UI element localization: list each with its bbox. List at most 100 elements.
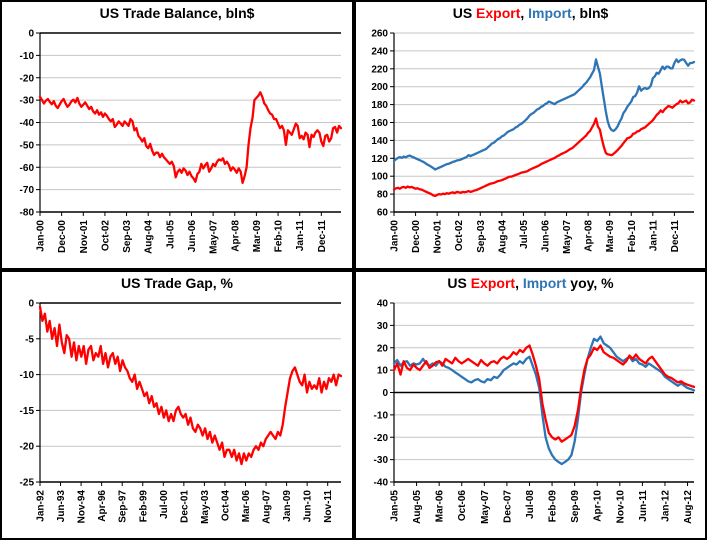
svg-text:120: 120: [371, 154, 388, 165]
svg-text:Nov-94: Nov-94: [77, 490, 88, 524]
svg-text:Nov-10: Nov-10: [615, 490, 626, 524]
title-segment: yoy, %: [566, 275, 614, 291]
svg-text:-30: -30: [374, 455, 389, 466]
svg-text:-30: -30: [20, 96, 35, 107]
chart-title-trade-balance: US Trade Balance, bln$: [2, 2, 352, 27]
svg-text:180: 180: [371, 100, 388, 111]
title-segment: US: [447, 275, 471, 291]
svg-text:Sep-09: Sep-09: [570, 490, 581, 523]
svg-text:Jun-93: Jun-93: [56, 490, 67, 523]
panel-export-import: US Export, Import, bln$ 60 80 100 120 140 160…: [354, 0, 707, 270]
svg-text:Dec-01: Dec-01: [179, 490, 190, 523]
title-segment: ,: [520, 5, 529, 21]
svg-text:240: 240: [371, 46, 388, 57]
title-segment: US Trade Gap, %: [120, 275, 234, 291]
svg-text:Mar-09: Mar-09: [605, 220, 616, 253]
svg-text:-50: -50: [20, 140, 35, 151]
svg-text:-70: -70: [20, 185, 35, 196]
svg-text:Jun-06: Jun-06: [187, 220, 198, 253]
trade-gap-plot: -25 -20 -15 -10 -5 0 Jan-92 Jun-93 Nov-94 Apr-96 S…: [20, 299, 343, 524]
svg-text:Aug-05: Aug-05: [412, 490, 423, 524]
svg-text:10: 10: [377, 366, 389, 377]
svg-text:Dec-11: Dec-11: [670, 220, 681, 253]
svg-text:Jul-00: Jul-00: [159, 490, 170, 519]
svg-text:-40: -40: [20, 118, 35, 129]
series-export: [392, 98, 696, 198]
svg-text:0: 0: [28, 299, 34, 310]
svg-text:Jan-05: Jan-05: [390, 490, 401, 522]
svg-text:Oct-02: Oct-02: [100, 220, 111, 252]
svg-text:Jan-12: Jan-12: [660, 490, 671, 522]
title-segment: US: [452, 5, 477, 21]
svg-text:-60: -60: [20, 163, 35, 174]
svg-text:Nov-01: Nov-01: [79, 220, 90, 254]
svg-text:100: 100: [371, 172, 388, 183]
svg-text:Jul-08: Jul-08: [525, 490, 536, 519]
title-segment: Import: [522, 275, 567, 291]
svg-text:Nov-11: Nov-11: [323, 490, 334, 523]
svg-text:80: 80: [377, 190, 389, 201]
svg-text:May-07: May-07: [480, 490, 491, 524]
svg-text:Dec-11: Dec-11: [317, 220, 328, 253]
title-segment: ,: [515, 275, 523, 291]
svg-text:-80: -80: [20, 208, 35, 219]
svg-text:160: 160: [371, 118, 388, 129]
svg-text:-20: -20: [20, 73, 35, 84]
svg-text:Feb-09: Feb-09: [548, 490, 559, 523]
panel-trade-balance: US Trade Balance, bln$ -80 -70 -60 -50 -40 -3…: [0, 0, 354, 270]
trade-balance-plot: -80 -70 -60 -50 -40 -30 -20 -10 0 Jan-00 Dec-00 Nov…: [20, 29, 343, 254]
svg-text:-10: -10: [20, 370, 35, 381]
series-export-yoy: [392, 344, 696, 443]
svg-text:20: 20: [377, 343, 389, 354]
svg-text:-10: -10: [374, 410, 389, 421]
svg-text:May-07: May-07: [562, 220, 573, 254]
panel-yoy: US Export, Import yoy, % -40 -30 -20 -10 0 10…: [354, 270, 707, 540]
svg-text:Aug-04: Aug-04: [144, 220, 155, 254]
svg-text:Sep-97: Sep-97: [118, 490, 129, 523]
svg-text:60: 60: [377, 208, 389, 219]
svg-text:Jun-06: Jun-06: [540, 220, 551, 253]
chart-title-yoy: US Export, Import yoy, %: [356, 272, 705, 297]
svg-text:Jul-05: Jul-05: [165, 220, 176, 249]
svg-text:Sep-03: Sep-03: [122, 220, 133, 253]
title-segment: Import: [528, 5, 572, 21]
title-segment: Export: [476, 5, 521, 21]
svg-text:Mar-06: Mar-06: [435, 490, 446, 523]
series-trade-gap-: [38, 305, 343, 466]
svg-text:0: 0: [382, 388, 388, 399]
svg-text:-20: -20: [20, 442, 35, 453]
svg-text:Apr-96: Apr-96: [97, 490, 108, 522]
yoy-plot: -40 -30 -20 -10 0 10 20 30 40 Jan-05 Aug-05 Mar-06 O…: [374, 299, 696, 524]
svg-text:Jan-09: Jan-09: [282, 490, 293, 522]
title-segment: Export: [470, 275, 516, 291]
svg-text:Apr-10: Apr-10: [593, 490, 604, 522]
svg-text:Jun-11: Jun-11: [638, 490, 649, 522]
svg-text:Aug-07: Aug-07: [262, 490, 273, 524]
svg-text:Feb-10: Feb-10: [627, 220, 638, 253]
title-segment: , bln$: [571, 5, 609, 21]
svg-text:Jul-05: Jul-05: [519, 220, 530, 249]
svg-text:Mar-09: Mar-09: [252, 220, 263, 253]
svg-text:Jan-00: Jan-00: [36, 220, 47, 252]
svg-text:-5: -5: [25, 334, 34, 345]
svg-text:Jan-92: Jan-92: [36, 490, 47, 522]
svg-text:Oct-06: Oct-06: [457, 490, 468, 522]
chart-title-export-import: US Export, Import, bln$: [356, 2, 705, 27]
svg-text:Oct-04: Oct-04: [220, 490, 231, 522]
svg-text:200: 200: [371, 82, 388, 93]
export-import-plot: 60 80 100 120 140 160 180 200 220 240 260 Jan-00 Dec…: [371, 29, 696, 254]
svg-text:140: 140: [371, 136, 388, 147]
svg-text:May-03: May-03: [200, 490, 211, 524]
svg-text:Aug-12: Aug-12: [683, 490, 694, 524]
svg-text:0: 0: [28, 29, 34, 40]
series-import: [392, 58, 696, 171]
svg-text:Dec-07: Dec-07: [502, 490, 513, 523]
svg-text:Aug-04: Aug-04: [497, 220, 508, 254]
series-trade-balance: [38, 91, 343, 185]
svg-text:Dec-00: Dec-00: [57, 220, 68, 253]
svg-text:30: 30: [377, 321, 389, 332]
svg-text:Apr-08: Apr-08: [230, 220, 241, 252]
svg-text:260: 260: [371, 29, 388, 40]
svg-text:Feb-10: Feb-10: [274, 220, 285, 253]
